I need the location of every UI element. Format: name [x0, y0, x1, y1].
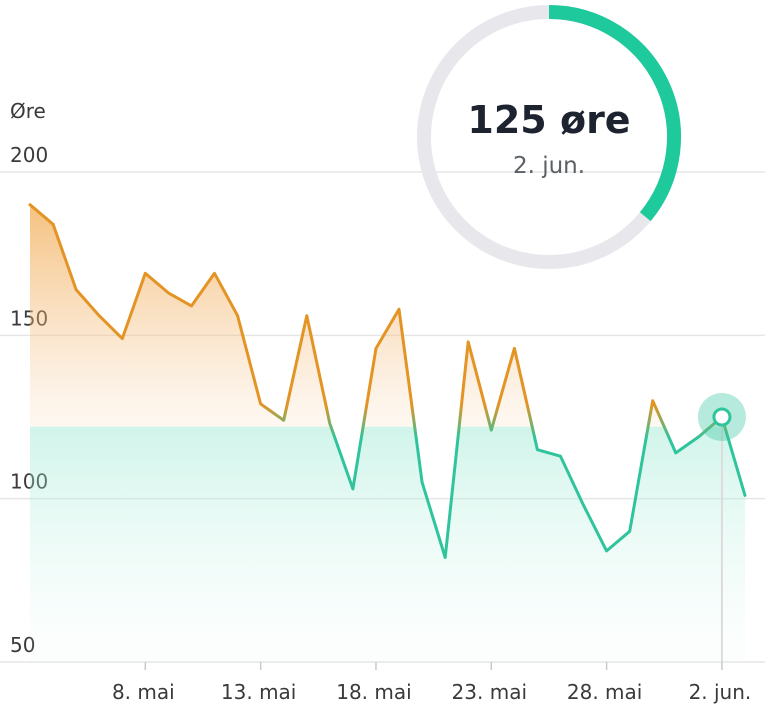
highlight-point[interactable]	[712, 407, 732, 427]
y-axis-label: Øre	[10, 99, 46, 123]
area-fill-high	[30, 204, 725, 427]
highlight-marker[interactable]	[697, 393, 746, 662]
x-tick-label: 28. mai	[567, 680, 642, 704]
price-gauge: 125 øre 2. jun.	[417, 5, 681, 269]
series-line	[28, 203, 747, 559]
gauge-date: 2. jun.	[513, 153, 585, 179]
area-fill-low	[30, 426, 745, 662]
x-tick-label: 23. mai	[452, 680, 527, 704]
price-line	[28, 203, 747, 559]
gauge-value: 125 øre	[467, 98, 630, 142]
x-tick-label: 8. mai	[112, 680, 175, 704]
area-fill	[30, 204, 745, 662]
x-tick-label: 2. jun.	[689, 680, 752, 704]
x-tick-label: 13. mai	[221, 680, 296, 704]
x-axis-ticks: 8. mai 13. mai 18. mai 23. mai 28. mai 2. jun…	[112, 662, 751, 704]
x-tick-label: 18. mai	[336, 680, 411, 704]
y-tick-label: 200	[10, 143, 48, 167]
gauge-fill	[548, 5, 681, 222]
